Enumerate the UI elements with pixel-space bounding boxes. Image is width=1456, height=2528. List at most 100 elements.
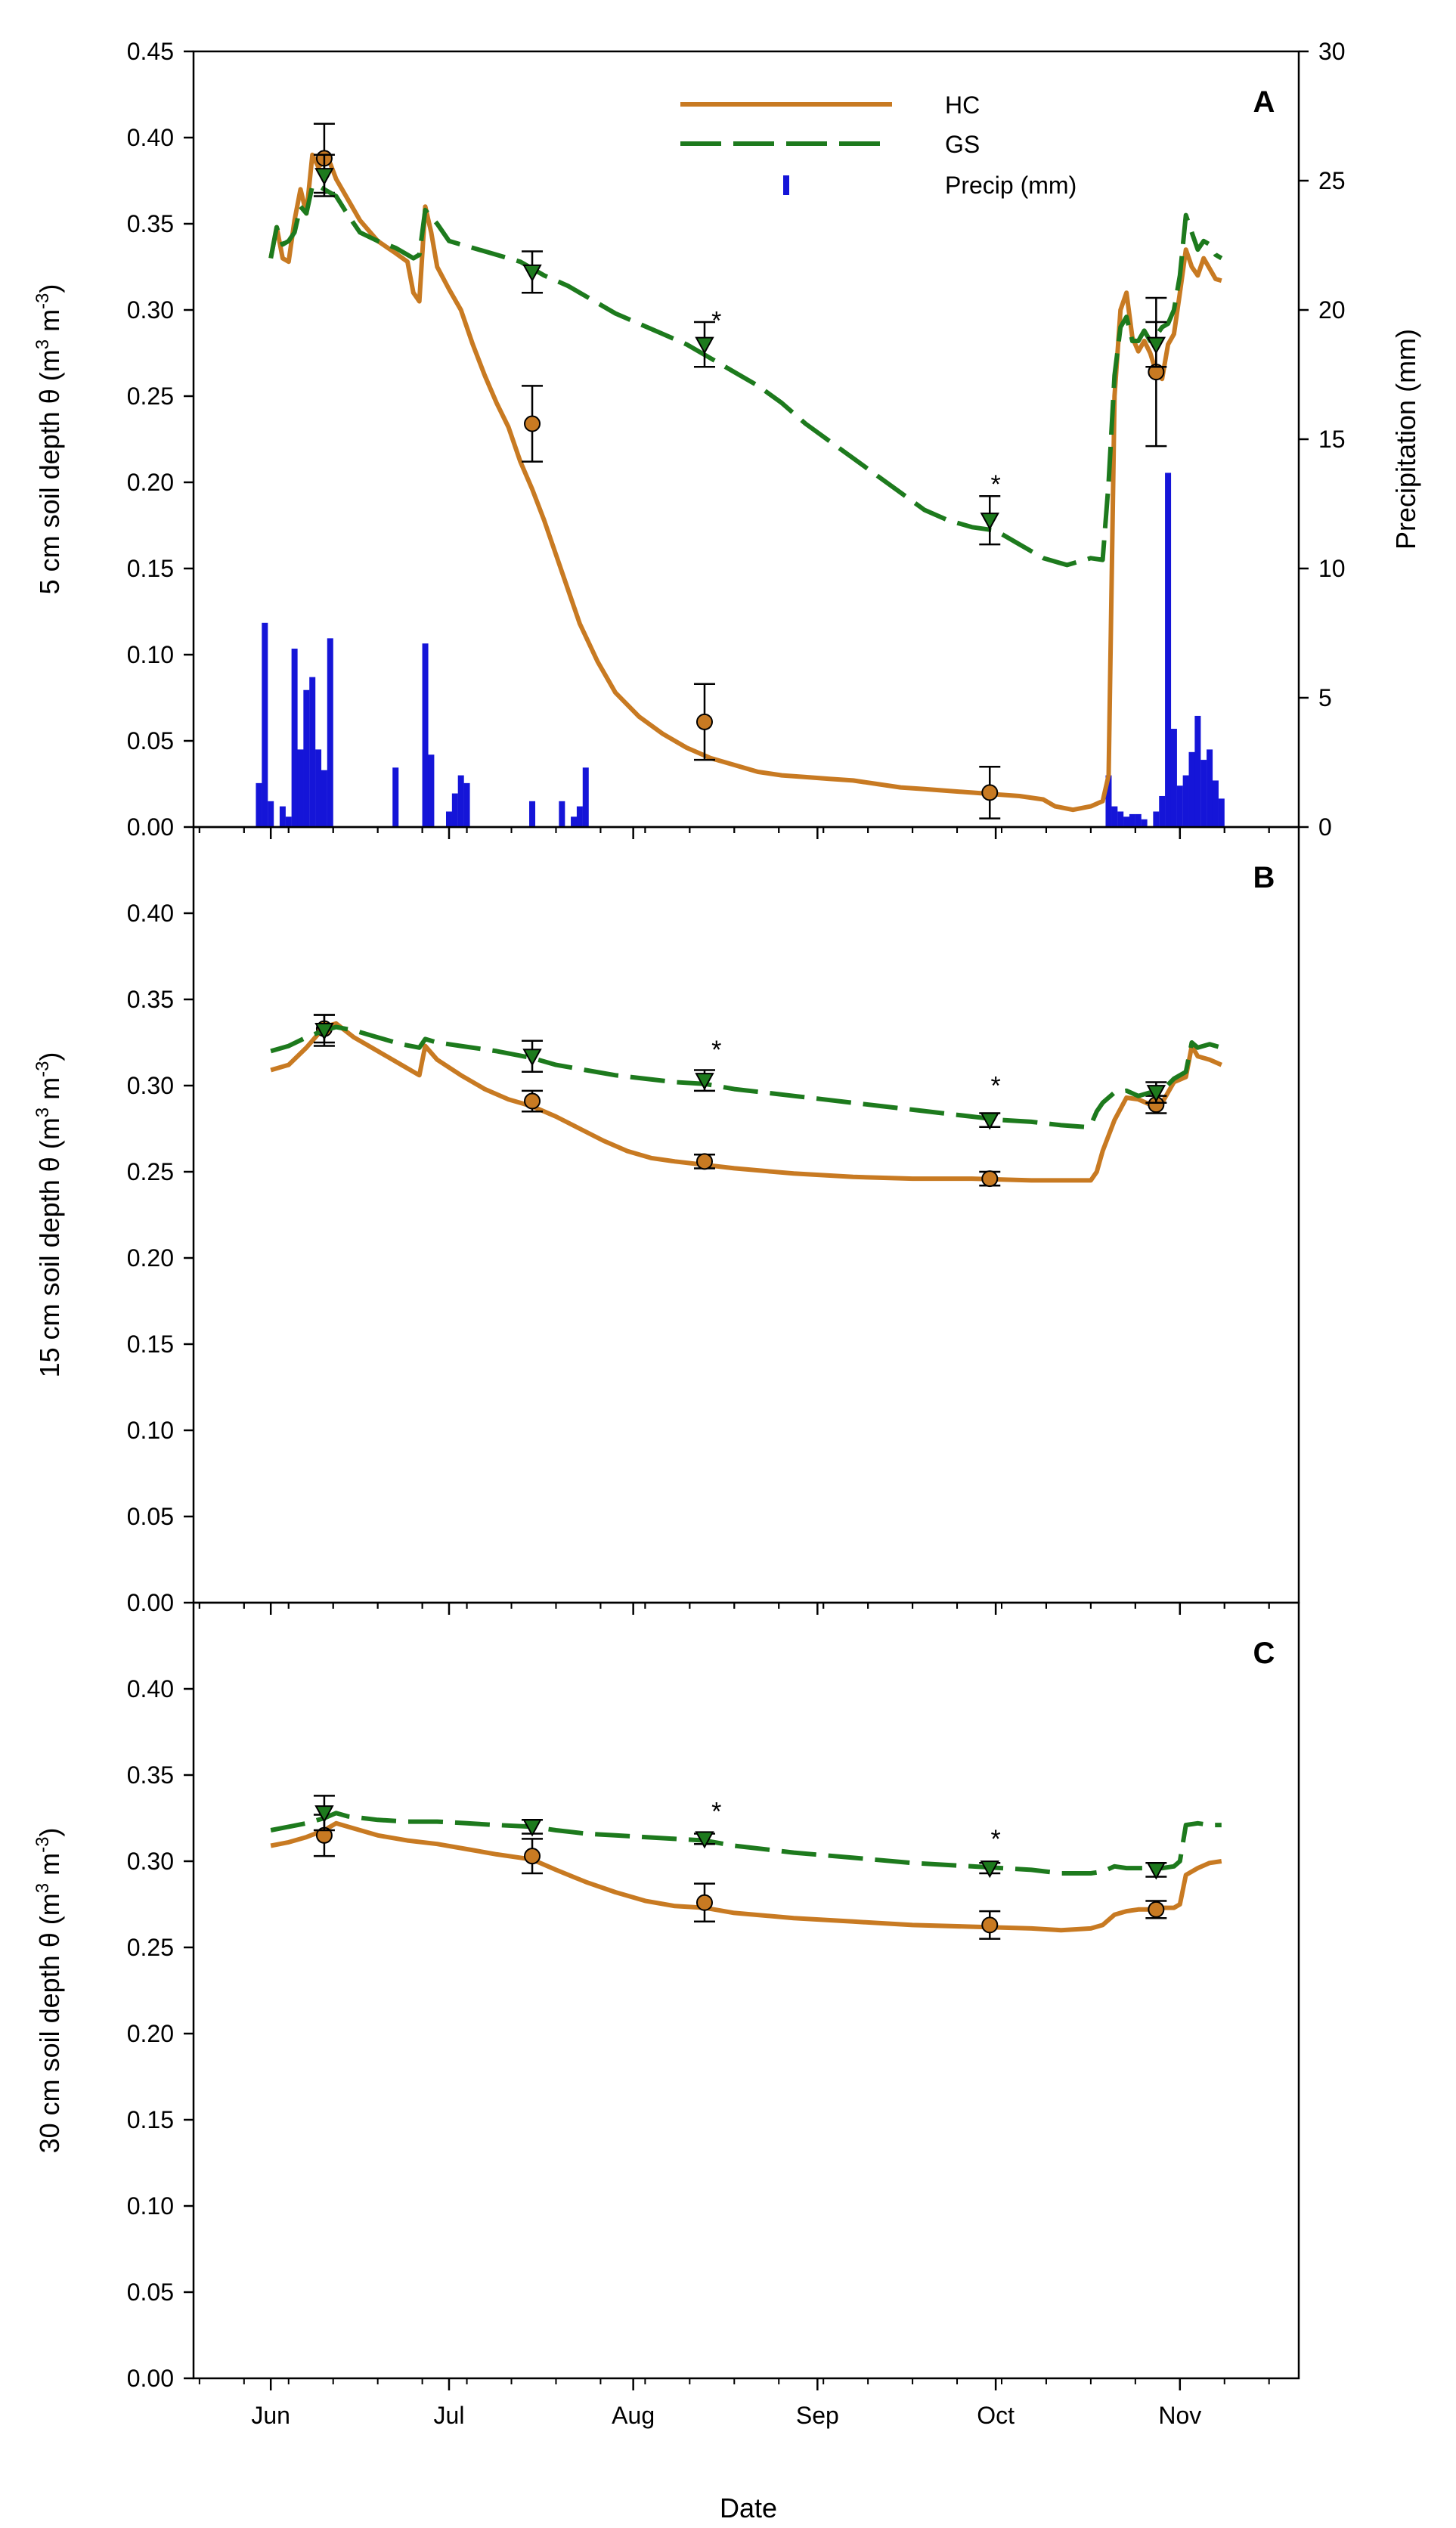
y2-tick-label: 30 [1318, 38, 1346, 65]
panel-label: B [1253, 861, 1275, 894]
y-tick-label: 0.20 [127, 469, 174, 496]
precip-bar [1123, 816, 1130, 827]
y-axis-label-part: ) [34, 1828, 65, 1837]
plot-frame [192, 1601, 1300, 2380]
precip-bar [1129, 813, 1135, 827]
precip-bar [256, 782, 262, 827]
y-axis-label: 30 cm soil depth θ (m3 m-3) [33, 1828, 65, 2154]
precip-bar [1105, 775, 1112, 827]
precip-bar [1212, 780, 1219, 827]
precip-bar [1218, 798, 1225, 827]
y-tick-label: 0.25 [127, 1934, 174, 1961]
precip-bar [321, 770, 327, 827]
precip-bar [392, 767, 399, 827]
panel-label: C [1253, 1637, 1275, 1670]
precip-bar [1135, 813, 1142, 827]
y-axis-label-sup: 3 [33, 1883, 53, 1893]
significance-asterisk: * [711, 306, 721, 335]
y-tick-label: 0.30 [127, 1072, 174, 1099]
y-axis-label-part: ) [34, 1052, 65, 1061]
y2-tick-label: 5 [1318, 684, 1332, 711]
gs-marker [1146, 1862, 1166, 1880]
y-tick-label: 0.30 [127, 296, 174, 324]
precip-bar [559, 801, 565, 827]
y-axis-label-sup: -3 [33, 293, 53, 309]
y-tick-label: 0.35 [127, 1761, 174, 1789]
x-tick-label: Nov [1158, 2402, 1201, 2429]
precip-bar [1141, 819, 1148, 827]
precip-bar [1165, 472, 1172, 827]
precip-bar [445, 811, 452, 827]
precip-bar [1153, 811, 1160, 827]
significance-asterisk: * [711, 1798, 721, 1826]
y-tick-label: 0.10 [127, 641, 174, 668]
y-tick-label: 0.40 [127, 1675, 174, 1702]
precip-bar [571, 816, 578, 827]
y-tick-label: 0.05 [127, 2279, 174, 2306]
x-axis-label: Date [720, 2492, 777, 2523]
precip-bar [529, 801, 536, 827]
y-tick-label: 0.10 [127, 2192, 174, 2220]
gs-marker [522, 1819, 542, 1837]
legend-gs-label: GS [945, 131, 980, 158]
x-tick-label: Aug [612, 2402, 655, 2429]
y-axis-label: 15 cm soil depth θ (m3 m-3) [33, 1052, 65, 1378]
precip-bar [1176, 785, 1183, 827]
precip-bar [327, 638, 333, 827]
precip-bar [291, 649, 298, 827]
hc-marker [524, 415, 541, 432]
x-tick-label: Oct [977, 2402, 1015, 2429]
precip-bar [422, 643, 429, 827]
hc-marker [981, 784, 999, 801]
y-tick-label: 0.35 [127, 210, 174, 237]
y-tick-label: 0.05 [127, 1503, 174, 1530]
precip-bar [1182, 775, 1189, 827]
y-tick-label: 0.30 [127, 1848, 174, 1875]
significance-asterisk: * [991, 1072, 1001, 1101]
panel-label: A [1253, 85, 1275, 119]
precip-bar [309, 677, 316, 827]
y-tick-label: 0.20 [127, 1244, 174, 1272]
hc-marker [981, 1170, 999, 1188]
hc-marker [695, 713, 713, 730]
y2-tick-label: 25 [1318, 167, 1346, 194]
y2-tick-label: 15 [1318, 426, 1346, 453]
precip-bar [428, 754, 435, 827]
y-axis-label-sup: -3 [33, 1061, 53, 1077]
precip-bar [1188, 751, 1195, 827]
y-axis-label-part: 5 cm soil depth θ (m [34, 349, 65, 594]
panels: 0.00 0.05 0.10 0.15 0.20 0.25 0.30 0.35 0.40 0.45… [33, 38, 1421, 2429]
y-tick-label: 0.00 [127, 2365, 174, 2392]
precip-bar [285, 816, 292, 827]
gs-marker [695, 1073, 714, 1091]
y-tick-label: 0.35 [127, 986, 174, 1013]
y-tick-label: 0.15 [127, 2106, 174, 2133]
series-gs-line [270, 1024, 1222, 1129]
y-tick-label: 0.25 [127, 383, 174, 410]
y-tick-label: 0.00 [127, 813, 174, 841]
y-tick-label: 0.25 [127, 1158, 174, 1185]
precip-bar [582, 767, 589, 827]
y-tick-label: 0.45 [127, 38, 174, 65]
significance-asterisk: * [711, 1036, 721, 1064]
y2-tick-label: 0 [1318, 813, 1332, 841]
series-gs-line [268, 183, 1223, 568]
gs-marker [695, 1831, 714, 1849]
gs-marker [314, 1805, 334, 1823]
y2-tick-label: 10 [1318, 555, 1346, 582]
gs-marker [695, 336, 714, 355]
gs-marker [314, 1023, 334, 1041]
precip-bar [262, 622, 268, 827]
gs-marker [980, 1860, 999, 1879]
y-tick-label: 0.15 [127, 555, 174, 582]
series-hc-line [268, 152, 1222, 813]
precip-bar [268, 801, 274, 827]
precip-bar [279, 806, 286, 827]
legend-precip-label: Precip (mm) [945, 172, 1077, 199]
y-tick-label: 0.15 [127, 1331, 174, 1358]
gs-marker [1146, 336, 1166, 355]
gs-marker [980, 513, 999, 531]
y-tick-label: 0.20 [127, 2020, 174, 2047]
